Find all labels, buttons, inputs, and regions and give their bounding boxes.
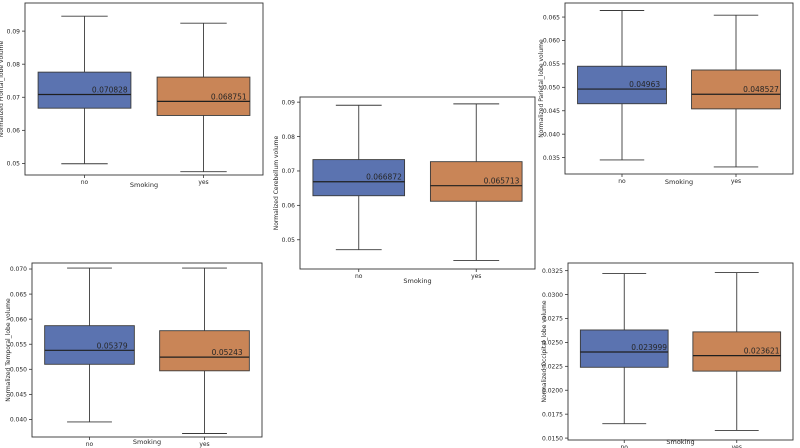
x-axis-label: Smoking xyxy=(666,438,694,446)
x-axis-label: Smoking xyxy=(665,178,693,186)
median-label: 0.065713 xyxy=(484,177,520,186)
cerebellum-panel: 0.05 0.06 0.07 0.08 0.09 no yes Smoking Normaliz… xyxy=(273,96,536,285)
x-tick-label: no xyxy=(355,273,363,280)
iqr-box xyxy=(37,71,132,109)
y-tick-label: 0.070 xyxy=(10,266,27,273)
iqr-box xyxy=(692,331,782,372)
box-yes: 0.048527 xyxy=(691,14,781,168)
y-tick-label: 0.06 xyxy=(7,128,21,135)
y-axis-label: Normalized Frontal_lobe volume xyxy=(0,40,5,137)
x-tick-label: no xyxy=(621,444,629,448)
y-tick-label: 0.07 xyxy=(282,168,296,175)
x-tick-label: yes xyxy=(471,273,481,280)
iqr-box xyxy=(579,329,669,368)
iqr-box xyxy=(159,330,250,372)
y-axis-label: Normalized Parietal_lobe volume xyxy=(538,39,545,138)
x-tick-label: no xyxy=(81,179,89,186)
y-tick-label: 0.045 xyxy=(543,108,560,115)
occipital-lobe-panel: 0.0150 0.0175 0.0200 0.0225 0.0250 0.0275 0.03… xyxy=(541,262,794,448)
y-tick-label: 0.040 xyxy=(543,131,560,138)
median-label: 0.023999 xyxy=(631,343,667,352)
y-tick-label: 0.040 xyxy=(10,417,27,424)
plot-frame xyxy=(564,2,794,175)
x-axis-label: Smoking xyxy=(130,181,158,189)
y-tick-label: 0.0300 xyxy=(542,292,563,299)
y-tick-label: 0.09 xyxy=(282,99,296,106)
plot-frame xyxy=(299,96,536,270)
y-axis-label: Normalized Temporal_lobe volume xyxy=(5,298,12,402)
frontal-lobe-panel: 0.05 0.06 0.07 0.08 0.09 no yes Smoking Normaliz… xyxy=(0,2,264,189)
box-yes: 0.05243 xyxy=(159,267,250,434)
parietal-lobe-panel: 0.035 0.040 0.045 0.050 0.055 0.060 0.065 no yes… xyxy=(538,2,794,186)
box-yes: 0.023621 xyxy=(692,272,782,431)
y-tick-label: 0.045 xyxy=(10,392,27,399)
plot-frame xyxy=(567,262,794,441)
box-yes: 0.068751 xyxy=(156,22,251,173)
y-tick-label: 0.0225 xyxy=(542,364,563,371)
median-label: 0.070828 xyxy=(92,86,128,95)
box-no: 0.023999 xyxy=(579,273,669,425)
x-tick-label: yes xyxy=(198,179,208,186)
box-no: 0.070828 xyxy=(37,15,132,165)
median-label: 0.05379 xyxy=(97,341,128,350)
y-tick-label: 0.065 xyxy=(543,14,560,21)
y-tick-label: 0.07 xyxy=(7,94,21,101)
median-label: 0.066872 xyxy=(366,173,402,182)
x-axis-label: Smoking xyxy=(133,438,161,446)
box-no: 0.05379 xyxy=(44,267,135,423)
y-axis-label: Normalized Occipital_lobe volume xyxy=(541,300,548,402)
y-tick-label: 0.05 xyxy=(7,161,21,168)
y-tick-label: 0.055 xyxy=(10,341,27,348)
box-no: 0.066872 xyxy=(312,104,406,251)
y-tick-label: 0.0250 xyxy=(542,340,563,347)
plot-frame xyxy=(24,2,264,176)
y-tick-label: 0.055 xyxy=(543,61,560,68)
box-no: 0.04963 xyxy=(577,10,667,161)
median-label: 0.023621 xyxy=(744,347,780,356)
y-tick-label: 0.060 xyxy=(543,38,560,45)
median-label: 0.05243 xyxy=(212,348,243,357)
y-tick-label: 0.06 xyxy=(282,203,296,210)
y-tick-label: 0.060 xyxy=(10,316,27,323)
iqr-box xyxy=(577,65,667,105)
y-tick-label: 0.08 xyxy=(7,61,21,68)
y-tick-label: 0.0150 xyxy=(542,435,563,442)
x-axis-label: Smoking xyxy=(403,277,431,285)
y-tick-label: 0.0175 xyxy=(542,411,563,418)
temporal-lobe-panel: 0.040 0.045 0.050 0.055 0.060 0.065 0.070 no yes… xyxy=(5,262,263,448)
y-tick-label: 0.05 xyxy=(282,237,296,244)
x-tick-label: no xyxy=(86,441,94,448)
y-tick-label: 0.035 xyxy=(543,155,560,162)
y-axis-label: Normalized Cerebellum volume xyxy=(273,135,280,230)
y-tick-label: 0.0325 xyxy=(542,268,563,275)
iqr-box xyxy=(44,325,135,365)
iqr-box xyxy=(312,159,406,197)
y-tick-label: 0.0275 xyxy=(542,316,563,323)
y-tick-label: 0.065 xyxy=(10,291,27,298)
plot-frame xyxy=(31,262,263,438)
x-tick-label: no xyxy=(618,178,626,185)
median-label: 0.04963 xyxy=(629,80,660,89)
median-label: 0.048527 xyxy=(743,85,779,94)
y-tick-label: 0.09 xyxy=(7,28,21,35)
x-tick-label: yes xyxy=(732,444,742,448)
iqr-box xyxy=(691,69,781,110)
y-tick-label: 0.0200 xyxy=(542,387,563,394)
y-tick-label: 0.08 xyxy=(282,134,296,141)
box-yes: 0.065713 xyxy=(429,103,523,261)
iqr-box xyxy=(429,161,523,202)
iqr-box xyxy=(156,76,251,116)
x-tick-label: yes xyxy=(731,178,741,185)
y-tick-label: 0.050 xyxy=(10,367,27,374)
y-tick-label: 0.050 xyxy=(543,85,560,92)
median-label: 0.068751 xyxy=(211,92,247,101)
x-tick-label: yes xyxy=(199,441,209,448)
